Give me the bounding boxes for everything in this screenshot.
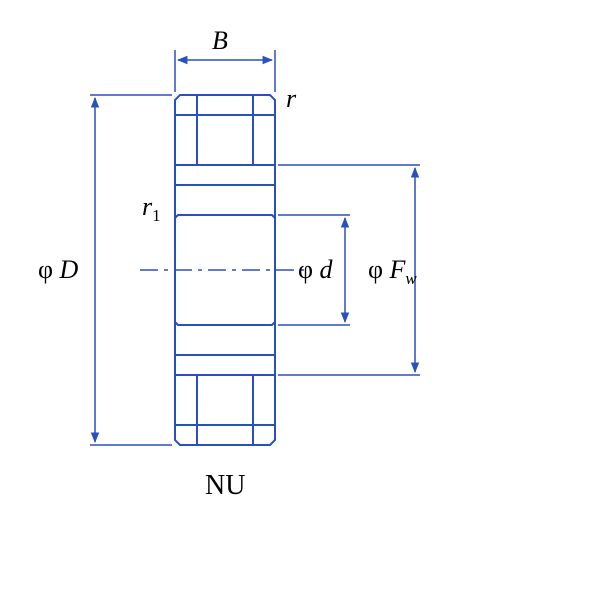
bore-line-bottom	[175, 322, 275, 325]
label-Fw: φ Fw	[368, 255, 417, 289]
label-d: φ d	[298, 255, 333, 285]
label-r: r	[286, 84, 296, 114]
roller-bottom	[197, 375, 253, 425]
label-D: φ D	[38, 255, 78, 285]
diagram-title: NU	[205, 470, 245, 502]
roller-top	[197, 115, 253, 165]
label-B: B	[212, 26, 228, 56]
diagram-canvas: B r r1 φ D φ d φ Fw NU	[0, 0, 600, 600]
bearing-diagram-svg	[0, 0, 600, 600]
bore-line-top	[175, 215, 275, 218]
label-r1: r1	[142, 192, 161, 226]
